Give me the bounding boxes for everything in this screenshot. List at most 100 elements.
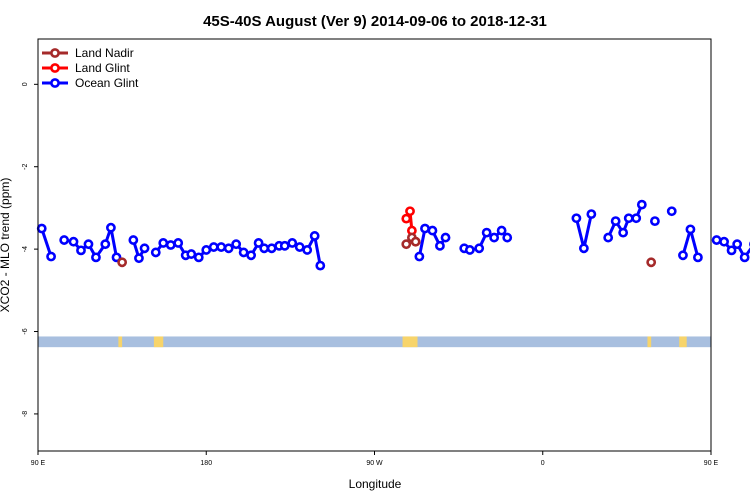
data-point (68, 236, 79, 247)
data-point (139, 243, 150, 254)
land-band-segment (679, 336, 687, 348)
x-tick-label: 90 E (31, 460, 46, 467)
legend-marker (50, 78, 60, 88)
ocean-band (38, 336, 711, 348)
data-point (117, 257, 128, 268)
data-point (201, 245, 212, 255)
legend-marker (50, 48, 60, 58)
data-point (36, 223, 47, 234)
data-point (481, 227, 492, 238)
data-point (259, 243, 270, 254)
chart-title: 45S-40S August (Ver 9) 2014-09-06 to 201… (203, 13, 547, 30)
land-band-segment (647, 336, 652, 348)
data-point (91, 252, 101, 263)
data-point (410, 236, 421, 247)
data-point (618, 227, 629, 238)
data-point (586, 209, 597, 219)
data-point (739, 252, 750, 263)
data-point (623, 213, 634, 224)
data-point (603, 232, 614, 243)
legend-label: Ocean Glint (75, 76, 139, 90)
y-axis: 0 -2 -4 -6 -8 (22, 82, 38, 417)
data-point (489, 232, 500, 243)
x-axis: 90 E 180 90 W 0 90 E (31, 451, 719, 467)
data-point (666, 206, 677, 217)
data-point (59, 235, 70, 245)
data-point (266, 243, 277, 254)
data-point (173, 238, 184, 248)
data-point (610, 216, 621, 227)
data-point (287, 238, 298, 248)
land-band-segment (153, 336, 164, 348)
data-point (631, 213, 642, 224)
data-point (253, 238, 264, 248)
data-point (578, 243, 589, 254)
data-point (315, 260, 326, 271)
series-layer (36, 199, 750, 271)
data-point (193, 252, 204, 263)
data-point (405, 206, 415, 217)
data-point (401, 239, 412, 250)
data-point (427, 225, 438, 236)
series-line (40, 228, 53, 258)
data-point (279, 240, 290, 251)
x-tick-label: 90 W (366, 460, 383, 467)
legend-marker (50, 63, 60, 73)
data-point (435, 240, 445, 251)
data-point (83, 239, 94, 250)
data-point (474, 243, 485, 254)
series-land-nadir (117, 232, 657, 268)
data-point (496, 225, 507, 236)
data-point (502, 232, 513, 243)
data-point (158, 238, 169, 248)
data-point (150, 247, 161, 258)
y-tick-label: 0 (22, 82, 29, 86)
data-point (732, 239, 743, 250)
data-point (208, 242, 219, 252)
data-point (46, 251, 56, 262)
data-point (223, 243, 234, 254)
data-point (134, 253, 144, 264)
data-point (571, 213, 582, 224)
data-point (302, 245, 313, 255)
data-point (711, 235, 722, 245)
plot-frame (37, 38, 712, 452)
y-tick-label: -4 (22, 246, 29, 252)
data-point (685, 224, 696, 235)
data-point (106, 222, 116, 233)
data-point (420, 223, 430, 234)
data-point (100, 239, 111, 250)
data-point (294, 242, 305, 252)
land-band-segment (402, 336, 418, 348)
data-point (216, 242, 227, 252)
data-point (650, 216, 660, 227)
legend-label: Land Glint (75, 61, 130, 75)
data-point (726, 245, 737, 256)
data-point (636, 199, 647, 210)
data-point (678, 250, 688, 261)
data-point (401, 213, 412, 224)
data-point (238, 247, 249, 258)
legend-item-ocean-glint: Ocean Glint (42, 76, 139, 90)
data-point (464, 245, 475, 255)
y-tick-label: -2 (22, 164, 29, 170)
surface-band (38, 336, 711, 348)
y-tick-label: -6 (22, 328, 29, 334)
data-point (111, 252, 122, 263)
data-point (440, 232, 451, 243)
data-point (76, 245, 86, 256)
legend-label: Land Nadir (75, 46, 134, 60)
y-tick-label: -8 (22, 411, 29, 417)
x-tick-label: 90 E (704, 460, 719, 467)
series-ocean-glint (36, 199, 750, 271)
x-axis-label: Longitude (349, 477, 402, 491)
data-point (414, 251, 425, 262)
data-point (646, 257, 657, 268)
legend-item-land-nadir: Land Nadir (42, 46, 134, 60)
x-tick-label: 180 (200, 460, 212, 467)
data-point (309, 231, 320, 241)
land-band-segment (118, 336, 123, 348)
data-point (128, 235, 139, 245)
